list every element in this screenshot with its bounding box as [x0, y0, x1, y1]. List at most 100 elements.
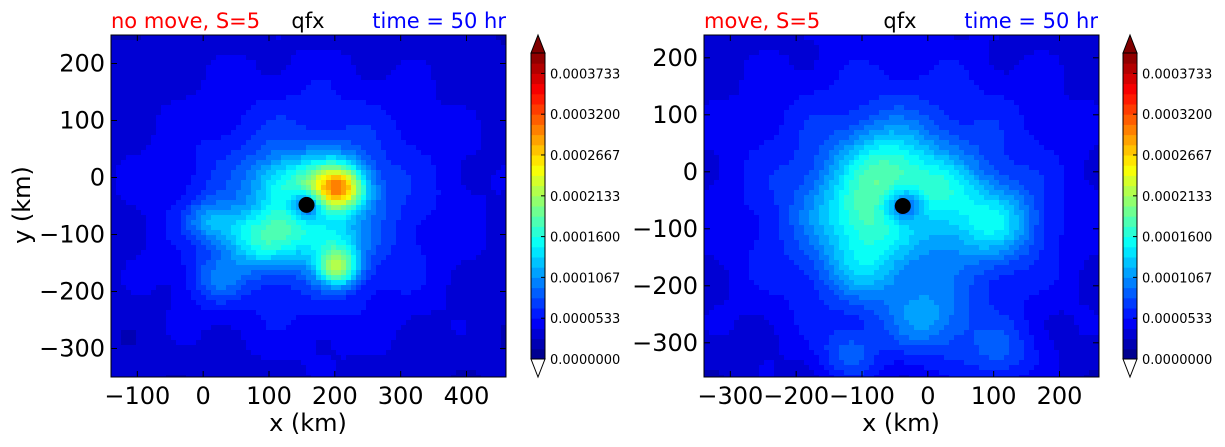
contour-cell: [136, 45, 142, 51]
contour-cell: [441, 100, 447, 106]
contour-cell: [206, 200, 212, 206]
contour-cell: [281, 60, 287, 66]
contour-cell: [376, 310, 382, 316]
contour-cell: [326, 275, 332, 281]
contour-cell: [501, 210, 506, 216]
contour-cell: [486, 175, 492, 181]
contour-cell: [466, 140, 472, 146]
contour-cell: [341, 150, 347, 156]
contour-cell: [291, 60, 297, 66]
contour-cell: [251, 145, 257, 151]
contour-cell: [451, 45, 457, 51]
contour-cell: [461, 180, 467, 186]
contour-cell: [246, 165, 252, 171]
contour-cell: [146, 300, 152, 306]
contour-cell: [226, 40, 232, 46]
contour-cell: [466, 150, 472, 156]
contour-cell: [371, 275, 377, 281]
contour-cell: [376, 210, 382, 216]
contour-cell: [306, 330, 312, 336]
contour-cell: [356, 175, 362, 181]
contour-cell: [351, 195, 357, 201]
contour-cell: [351, 200, 357, 206]
contour-cell: [166, 315, 172, 321]
contour-cell: [391, 85, 397, 91]
contour-cell: [196, 75, 202, 81]
contour-cell: [456, 140, 462, 146]
contour-cell: [146, 315, 152, 321]
contour-cell: [401, 175, 407, 181]
contour-cell: [456, 210, 462, 216]
contour-cell: [476, 310, 482, 316]
contour-cell: [236, 185, 242, 191]
contour-cell: [476, 300, 482, 306]
contour-cell: [456, 195, 462, 201]
contour-cell: [486, 125, 492, 131]
contour-cell: [216, 115, 222, 121]
contour-cell: [481, 135, 487, 141]
contour-cell: [371, 340, 377, 346]
contour-cell: [171, 225, 177, 231]
contour-cell: [466, 175, 472, 181]
contour-cell: [301, 210, 307, 216]
contour-cell: [306, 180, 312, 186]
contour-cell: [486, 265, 492, 271]
contour-cell: [356, 305, 362, 311]
contour-cell: [186, 275, 192, 281]
contour-cell: [371, 285, 377, 291]
contour-cell: [481, 175, 487, 181]
contour-cell: [271, 235, 277, 241]
contour-cell: [291, 230, 297, 236]
contour-cell: [131, 280, 137, 286]
contour-cell: [321, 260, 327, 266]
contour-cell: [366, 135, 372, 141]
contour-cell: [271, 205, 277, 211]
contour-cell: [306, 150, 312, 156]
contour-cell: [236, 265, 242, 271]
contour-cell: [431, 135, 437, 141]
contour-cell: [206, 85, 212, 91]
contour-cell: [171, 185, 177, 191]
contour-cell: [396, 170, 402, 176]
contour-cell: [436, 45, 442, 51]
contour-cell: [441, 345, 447, 351]
contour-cell: [281, 255, 287, 261]
contour-cell: [386, 240, 392, 246]
contour-cell: [446, 340, 452, 346]
contour-cell: [166, 185, 172, 191]
contour-cell: [216, 255, 222, 261]
contour-cell: [116, 280, 122, 286]
contour-cell: [416, 285, 422, 291]
contour-cell: [441, 170, 447, 176]
contour-cell: [401, 225, 407, 231]
contour-cell: [311, 315, 317, 321]
contour-cell: [316, 65, 322, 71]
contour-cell: [121, 110, 127, 116]
contour-cell: [331, 320, 337, 326]
contour-cell: [361, 155, 367, 161]
contour-cell: [111, 95, 117, 101]
contour-cell: [206, 195, 212, 201]
contour-cell: [416, 190, 422, 196]
contour-cell: [371, 85, 377, 91]
contour-cell: [406, 125, 412, 131]
contour-cell: [281, 225, 287, 231]
contour-cell: [501, 40, 506, 46]
contour-cell: [251, 310, 257, 316]
contour-cell: [231, 85, 237, 91]
contour-cell: [241, 80, 247, 86]
contour-cell: [231, 330, 237, 336]
contour-cell: [296, 275, 302, 281]
contour-cell: [276, 110, 282, 116]
contour-cell: [221, 180, 227, 186]
contour-cell: [286, 325, 292, 331]
contour-cell: [391, 115, 397, 121]
contour-cell: [271, 35, 277, 41]
contour-cell: [296, 55, 302, 61]
contour-cell: [151, 350, 157, 356]
contour-cell: [501, 185, 506, 191]
contour-cell: [471, 195, 477, 201]
contour-cell: [306, 325, 312, 331]
contour-cell: [211, 155, 217, 161]
contour-cell: [391, 160, 397, 166]
